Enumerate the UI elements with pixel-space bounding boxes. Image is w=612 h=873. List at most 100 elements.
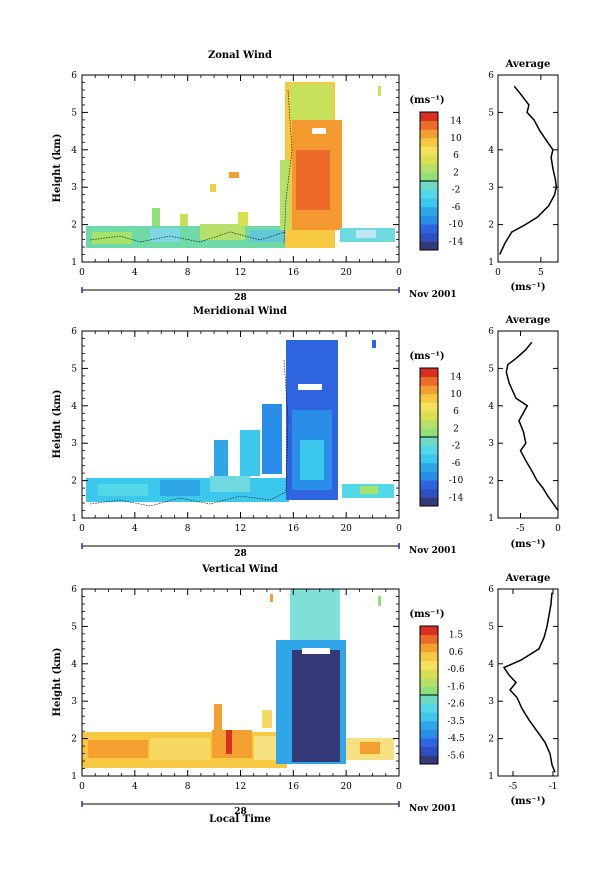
ytick-label: 4 bbox=[71, 660, 77, 670]
avg-ytick-label: 2 bbox=[488, 221, 494, 231]
colorbar-tick-label: -1.6 bbox=[447, 682, 465, 692]
ylabel-zonal: Height (km) bbox=[52, 134, 63, 203]
colorbar-swatch bbox=[420, 402, 438, 412]
colorbar-swatch bbox=[420, 428, 438, 438]
xlabel-local-time: Local Time bbox=[209, 814, 271, 825]
xtick-label: 8 bbox=[185, 524, 191, 534]
echo-zonal-sparse-d bbox=[180, 214, 188, 226]
echo-zonal-gap bbox=[312, 128, 326, 134]
colorbar-swatch bbox=[420, 497, 438, 507]
colorbar-tick-label: -6 bbox=[452, 203, 461, 213]
avg-profile-line bbox=[502, 592, 556, 773]
avg-profile-line bbox=[499, 85, 558, 255]
avg-title-meridional: Average bbox=[505, 315, 551, 326]
xtick-label: 12 bbox=[235, 782, 246, 792]
avg-frame-meridional bbox=[497, 330, 559, 519]
echo-merid-gap bbox=[298, 384, 322, 390]
avg-ytick-label: 4 bbox=[488, 402, 494, 412]
date-label: Nov 2001 bbox=[409, 804, 457, 814]
colorbar-tick-label: -10 bbox=[449, 220, 464, 230]
ytick-label: 2 bbox=[71, 221, 77, 231]
colorbar-swatch bbox=[420, 462, 438, 472]
avg-ytick-label: 6 bbox=[488, 585, 494, 595]
avg-profile-meridional: 1 2 3 4 5 6 -5 0 bbox=[488, 327, 561, 534]
avg-ytick-label: 2 bbox=[488, 477, 494, 487]
colorbar-swatch bbox=[420, 232, 438, 242]
colorbar-swatch bbox=[420, 137, 438, 147]
avg-xtick-label: 0 bbox=[555, 524, 561, 534]
colorbar-units-meridional: (ms⁻¹) bbox=[409, 351, 444, 362]
ylabel-vertical: Height (km) bbox=[52, 648, 63, 717]
colorbar-tick-label: 2 bbox=[453, 424, 459, 434]
avg-title-vertical: Average bbox=[505, 573, 551, 584]
colorbar-swatch bbox=[420, 445, 438, 455]
echo-vert-surface-b bbox=[150, 738, 210, 760]
colorbar-swatch bbox=[420, 155, 438, 165]
colorbar-swatch bbox=[420, 651, 438, 661]
colorbar-swatch bbox=[420, 626, 438, 636]
colorbar-tick-label: 14 bbox=[450, 373, 462, 383]
avg-ytick-label: 6 bbox=[488, 327, 494, 337]
zero-contour-meridional bbox=[89, 359, 289, 507]
echo-merid-surface-b bbox=[160, 480, 200, 496]
avg-frame-zonal bbox=[497, 74, 559, 263]
xtick-label: 20 bbox=[340, 268, 352, 278]
echo-zonal-sparse-e bbox=[238, 212, 248, 226]
echo-vert-speck-b bbox=[378, 596, 381, 606]
echo-zonal-core-inner bbox=[296, 150, 330, 210]
avg-ytick-label: 2 bbox=[488, 735, 494, 745]
avg-ytick-label: 3 bbox=[488, 697, 494, 707]
heatmap-vertical bbox=[82, 589, 394, 768]
avg-profile-vertical: 1 2 3 4 5 6 -5 -1 bbox=[488, 585, 558, 792]
zero-contour-zonal bbox=[89, 89, 293, 245]
ytick-label: 6 bbox=[71, 327, 77, 337]
echo-vert-surface-a bbox=[88, 740, 148, 758]
colorbar-meridional: 14 10 6 2 -2 -6 -10 -14 bbox=[419, 367, 464, 507]
avg-units-meridional: (ms⁻¹) bbox=[510, 539, 545, 550]
colorbar-tick-label: -6 bbox=[452, 459, 461, 469]
colorbar-tick-label: -4.5 bbox=[447, 734, 465, 744]
avg-xtick-label: 5 bbox=[538, 268, 544, 278]
echo-zonal-surface-a bbox=[92, 232, 132, 244]
avg-ytick-label: 6 bbox=[488, 71, 494, 81]
echo-merid-sparse-b bbox=[240, 430, 260, 476]
xtick-label: 16 bbox=[288, 268, 300, 278]
colorbar-tick-label: 1.5 bbox=[449, 631, 464, 641]
avg-xtick-label: 0 bbox=[495, 268, 501, 278]
colorbar-zonal: 14 10 6 2 -2 -6 -10 -14 bbox=[419, 111, 464, 251]
avg-units-vertical: (ms⁻¹) bbox=[510, 796, 545, 807]
xtick-label: 0 bbox=[396, 782, 402, 792]
avg-ytick-label: 1 bbox=[488, 772, 494, 782]
colorbar-swatch bbox=[420, 695, 438, 705]
chart-title-meridional: Meridional Wind bbox=[193, 306, 287, 317]
day-label: 28 bbox=[234, 549, 247, 559]
colorbar-units-vertical: (ms⁻¹) bbox=[409, 609, 444, 620]
xtick-label: 16 bbox=[288, 782, 300, 792]
avg-ytick-label: 1 bbox=[488, 514, 494, 524]
echo-merid-surface-c bbox=[210, 476, 250, 492]
ylabel-meridional: Height (km) bbox=[52, 390, 63, 459]
ytick-label: 2 bbox=[71, 477, 77, 487]
date-label: Nov 2001 bbox=[409, 290, 457, 300]
ytick-label: 6 bbox=[71, 71, 77, 81]
colorbar-swatch bbox=[420, 712, 438, 722]
xtick-label: 0 bbox=[396, 268, 402, 278]
colorbar-swatch bbox=[420, 376, 438, 386]
colorbar-swatch bbox=[420, 129, 438, 139]
ytick-label: 6 bbox=[71, 585, 77, 595]
colorbar-tick-label: 10 bbox=[450, 134, 462, 144]
colorbar-swatch bbox=[420, 669, 438, 679]
echo-zonal-core-edge bbox=[280, 160, 290, 230]
ytick-label: 1 bbox=[71, 258, 77, 268]
ytick-label: 2 bbox=[71, 735, 77, 745]
xtick-label: 0 bbox=[79, 268, 85, 278]
xtick-label: 0 bbox=[79, 524, 85, 534]
day-label: 28 bbox=[234, 293, 247, 303]
avg-ytick-label: 5 bbox=[488, 108, 494, 118]
xtick-label: 8 bbox=[185, 782, 191, 792]
xtick-label: 16 bbox=[288, 524, 300, 534]
